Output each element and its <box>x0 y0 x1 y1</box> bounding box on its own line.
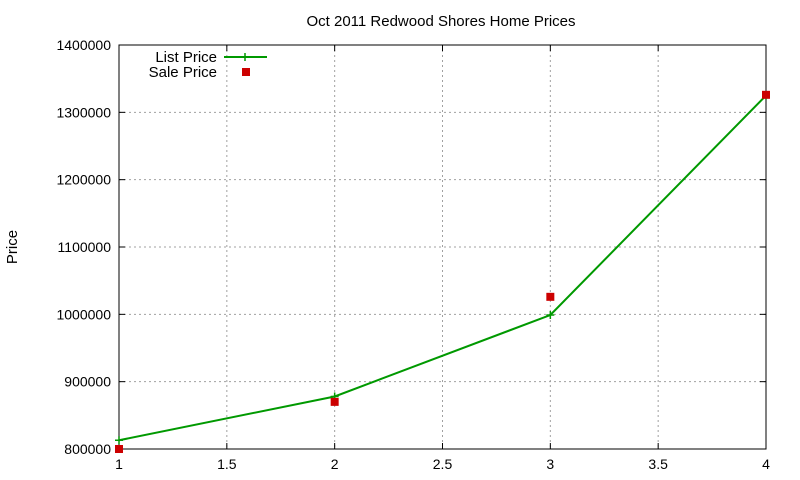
x-tick-label: 3.5 <box>648 456 668 472</box>
x-tick-label: 2.5 <box>433 456 453 472</box>
point-sale-price <box>115 445 123 453</box>
legend: List Price Sale Price <box>149 49 267 81</box>
point-sale-price <box>330 397 339 406</box>
legend-swatch-sale-price <box>242 68 250 76</box>
grid-layer <box>119 45 766 449</box>
x-tick-label: 1 <box>115 456 123 472</box>
y-axis-label: Price <box>4 230 21 264</box>
point-sale-price <box>762 90 770 99</box>
y-tick-label: 1400000 <box>56 37 111 53</box>
point-list-price <box>115 436 123 445</box>
legend-label-sale-price: Sale Price <box>149 64 217 81</box>
x-tick-label: 3 <box>546 456 554 472</box>
x-tick-label: 2 <box>331 456 339 472</box>
x-tick-label: 4 <box>762 456 770 472</box>
point-list-price <box>546 311 555 320</box>
series-layer <box>115 90 770 453</box>
y-tick-label: 1100000 <box>58 239 112 255</box>
legend-label-list-price: List Price <box>155 49 217 66</box>
y-tick-label: 1200000 <box>56 172 111 188</box>
y-tick-label: 800000 <box>64 441 111 457</box>
plot-frame <box>118 44 767 450</box>
legend-swatches <box>224 53 267 76</box>
series-line-list-price <box>118 94 767 442</box>
ticks-layer: 1 1.5 2 2.5 3 3.5 4 800000 900000 1000000 1100000 1… <box>56 37 770 472</box>
point-sale-price <box>546 292 555 301</box>
y-tick-label: 1300000 <box>56 104 111 120</box>
y-tick-label: 900000 <box>64 374 111 390</box>
y-tick-label: 1000000 <box>56 306 111 322</box>
x-tick-label: 1.5 <box>217 456 237 472</box>
chart-title: Oct 2011 Redwood Shores Home Prices <box>306 13 575 30</box>
